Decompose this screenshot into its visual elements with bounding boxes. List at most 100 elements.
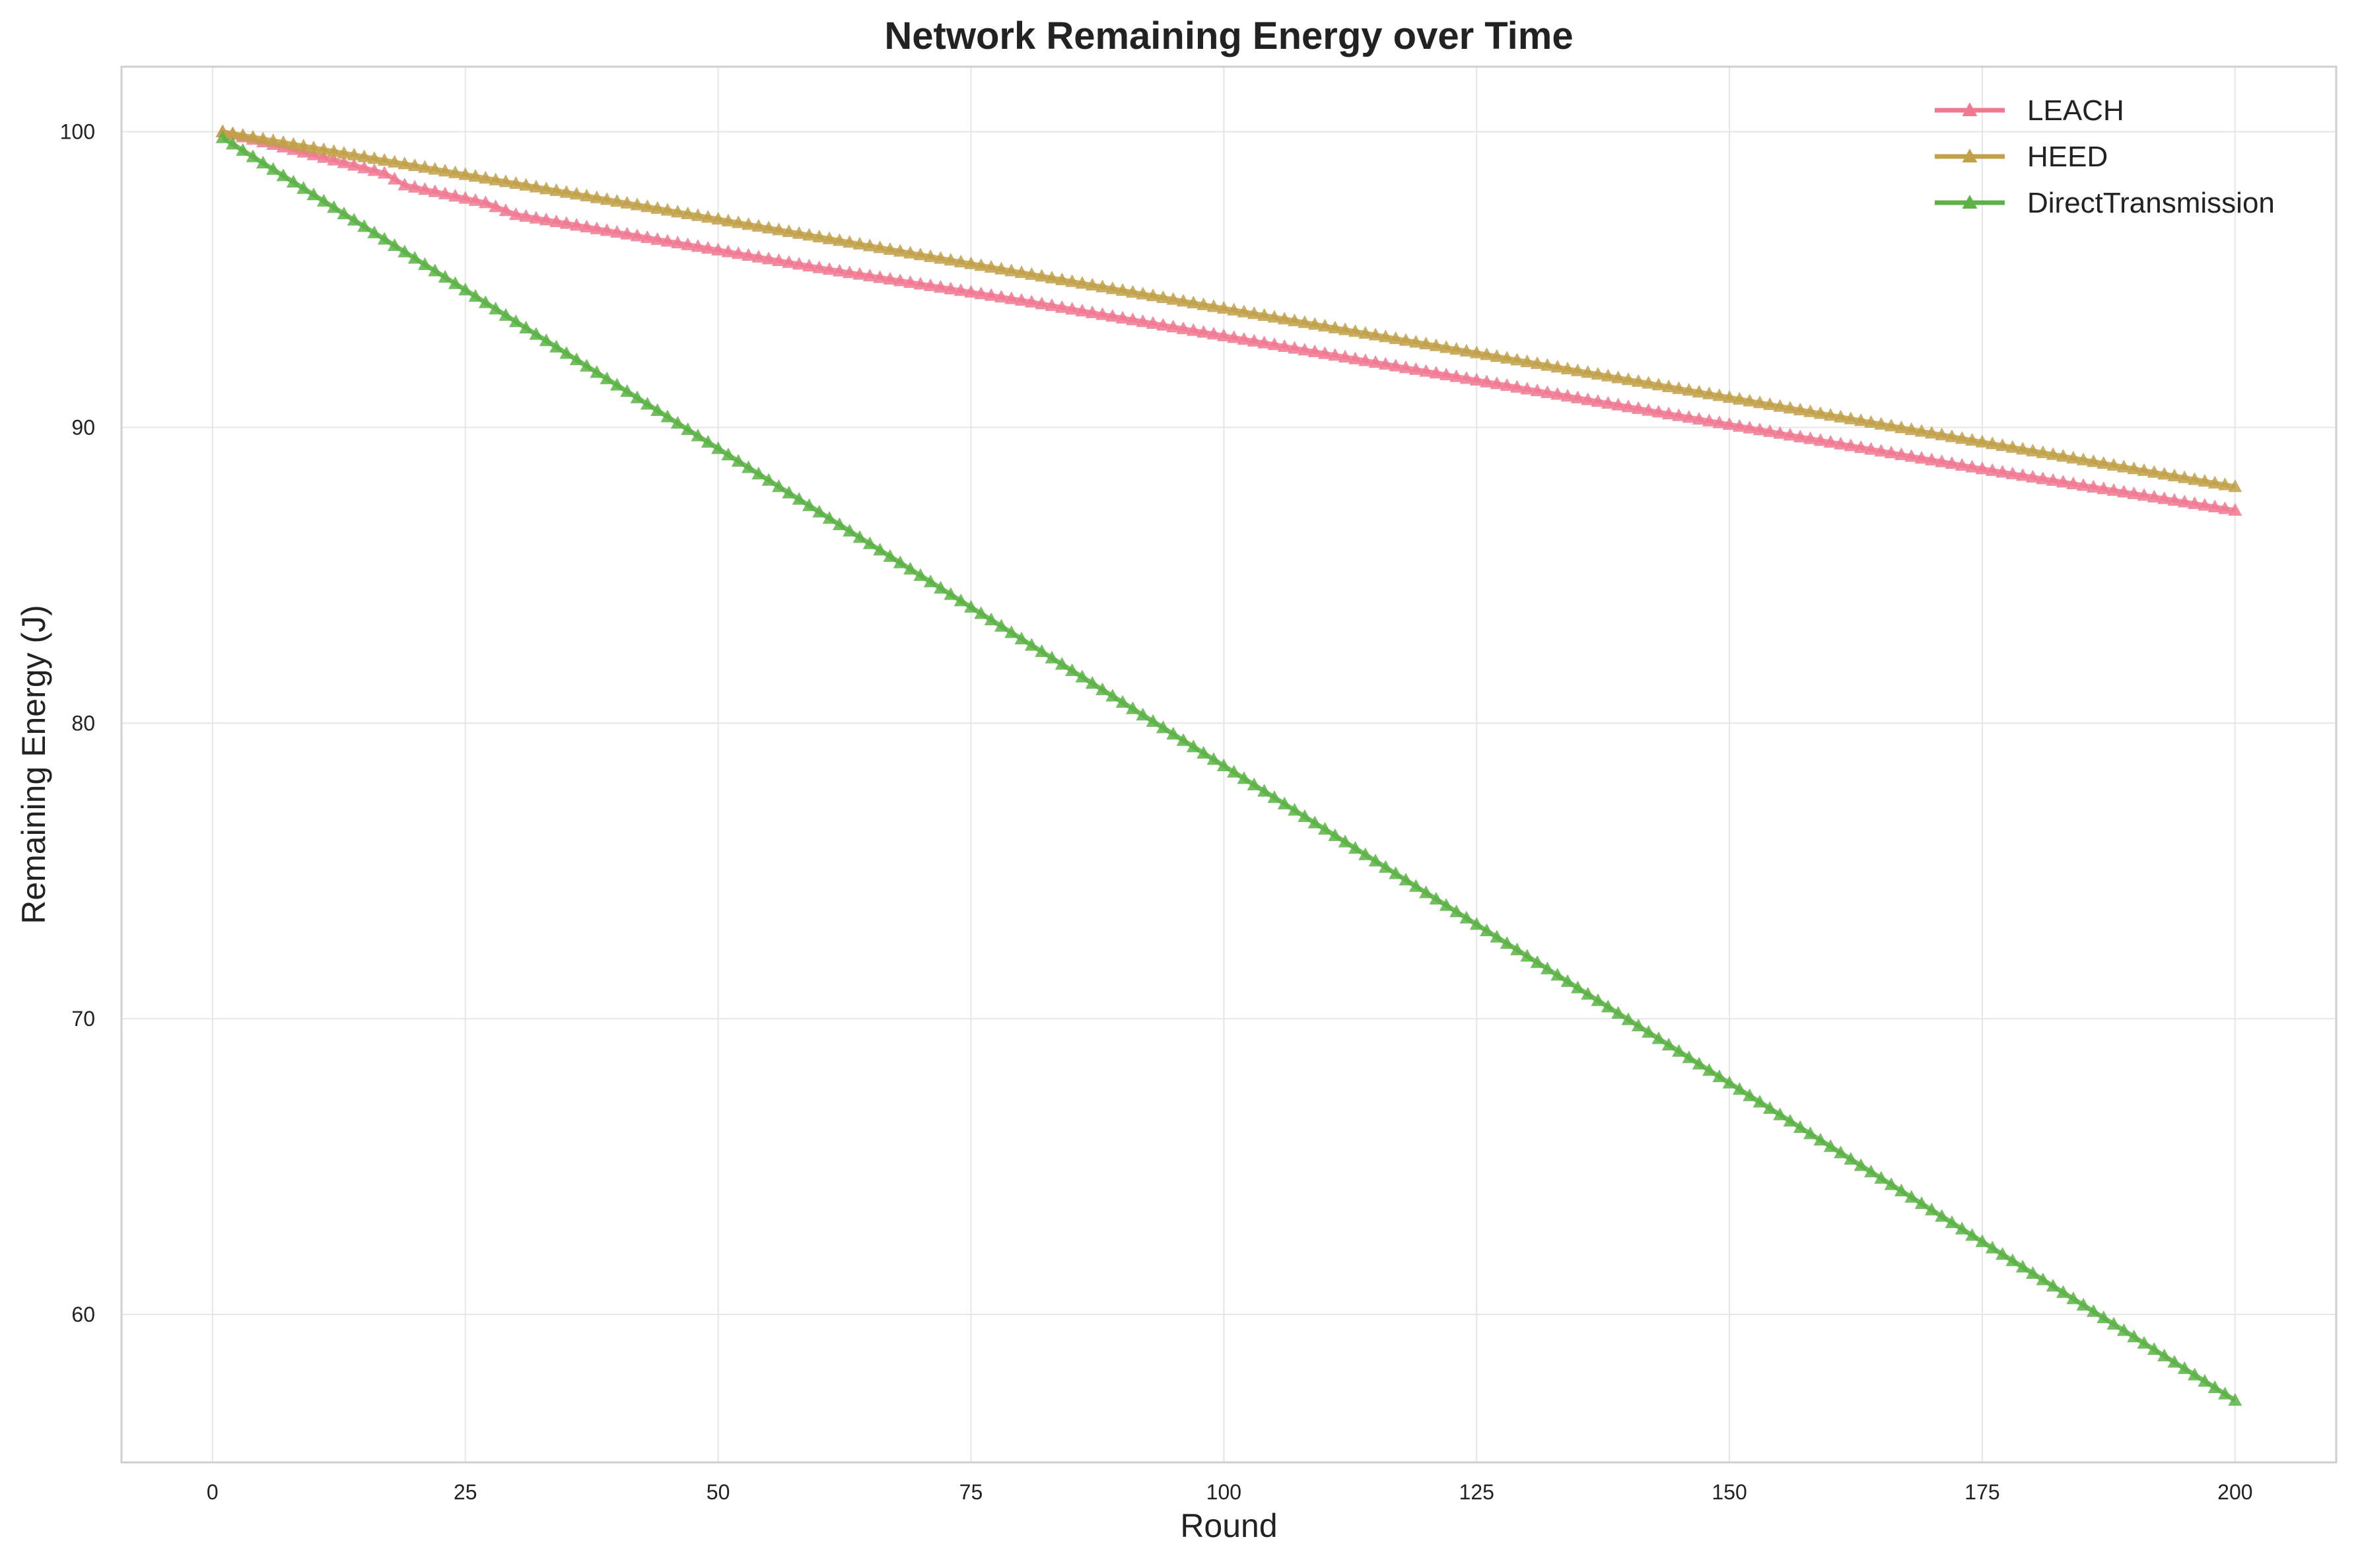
- data-point: [812, 260, 827, 273]
- y-axis-label: Remaining Energy (J): [15, 605, 52, 924]
- data-point: [1429, 338, 1443, 351]
- data-point: [1085, 277, 1099, 291]
- data-point: [1206, 752, 1221, 765]
- legend-label: DirectTransmission: [2027, 187, 2275, 219]
- data-point: [934, 251, 948, 264]
- data-point: [1399, 333, 1413, 346]
- data-point: [1672, 1044, 1686, 1057]
- data-point: [873, 543, 887, 556]
- data-point: [1540, 961, 1554, 974]
- data-point: [1459, 343, 1474, 357]
- data-point: [984, 288, 998, 301]
- data-point: [1237, 771, 1251, 784]
- data-point: [1924, 1202, 1939, 1215]
- data-point: [1298, 343, 1312, 356]
- data-point: [944, 281, 958, 294]
- data-point: [529, 180, 543, 193]
- data-point: [944, 252, 958, 266]
- data-point: [478, 170, 493, 184]
- data-point: [1510, 353, 1524, 366]
- data-point: [1702, 386, 1716, 399]
- data-point: [1712, 415, 1727, 428]
- legend-entry: DirectTransmission: [1935, 187, 2275, 219]
- data-point: [792, 492, 806, 505]
- data-point: [1288, 341, 1301, 354]
- data-point: [1480, 923, 1494, 937]
- data-point: [1136, 287, 1150, 300]
- data-point: [478, 195, 493, 209]
- data-point: [549, 183, 563, 196]
- data-point: [600, 192, 614, 205]
- data-point: [711, 242, 726, 256]
- data-point: [438, 269, 452, 283]
- data-point: [1661, 379, 1676, 392]
- data-point: [2005, 440, 2020, 453]
- data-point: [1024, 267, 1039, 280]
- data-point: [1732, 1082, 1747, 1095]
- data-point: [428, 162, 442, 175]
- data-point: [721, 448, 736, 461]
- data-point: [1186, 739, 1200, 753]
- data-point: [1621, 399, 1636, 413]
- data-point: [1631, 401, 1646, 415]
- data-point: [276, 168, 291, 182]
- data-point: [1793, 402, 1807, 416]
- data-point: [1196, 745, 1211, 759]
- data-point: [923, 249, 938, 262]
- data-point: [1408, 362, 1423, 375]
- data-point: [1419, 885, 1434, 899]
- series-directtransmission: [215, 130, 2242, 1406]
- data-point: [499, 174, 513, 187]
- data-point: [296, 181, 311, 194]
- data-point: [1955, 1221, 1969, 1235]
- data-point: [489, 301, 503, 315]
- data-point: [1176, 294, 1191, 307]
- data-point: [862, 268, 877, 282]
- data-point: [2056, 1285, 2070, 1298]
- data-point: [650, 403, 665, 416]
- data-point: [559, 346, 574, 359]
- data-point: [377, 153, 392, 166]
- data-point: [377, 166, 392, 179]
- data-point: [843, 234, 857, 248]
- data-point: [1793, 429, 1807, 442]
- data-point: [1399, 872, 1413, 886]
- data-point: [1550, 387, 1565, 400]
- data-point: [559, 216, 574, 229]
- data-point: [1762, 397, 1777, 411]
- data-point: [1864, 1164, 1878, 1178]
- data-point: [1894, 1183, 1908, 1197]
- data-point: [2228, 502, 2242, 516]
- data-point: [2167, 468, 2182, 482]
- data-point: [812, 229, 827, 243]
- data-point: [1449, 904, 1464, 918]
- data-point: [1884, 445, 1898, 459]
- data-point: [2097, 456, 2111, 469]
- data-point: [1075, 669, 1090, 683]
- data-point: [1358, 847, 1373, 860]
- data-point: [751, 250, 766, 263]
- data-point: [2056, 475, 2070, 488]
- y-tick-label: 60: [71, 1303, 95, 1326]
- data-point: [1924, 452, 1939, 465]
- data-point: [1368, 854, 1383, 867]
- data-point: [974, 606, 988, 619]
- data-point: [1338, 349, 1352, 363]
- data-point: [337, 145, 351, 159]
- data-point: [1318, 318, 1332, 332]
- data-point: [1439, 340, 1453, 353]
- data-point: [883, 271, 897, 285]
- data-point: [852, 529, 867, 543]
- data-point: [1247, 333, 1261, 347]
- data-point: [1803, 431, 1818, 444]
- data-point: [893, 555, 907, 568]
- data-point: [701, 240, 715, 254]
- data-point: [1469, 372, 1484, 386]
- data-point: [2167, 1355, 2182, 1368]
- data-point: [1126, 285, 1140, 298]
- data-point: [590, 365, 604, 378]
- data-point: [660, 234, 675, 247]
- data-point: [1480, 374, 1494, 388]
- data-point: [1105, 689, 1120, 702]
- data-point: [822, 231, 837, 244]
